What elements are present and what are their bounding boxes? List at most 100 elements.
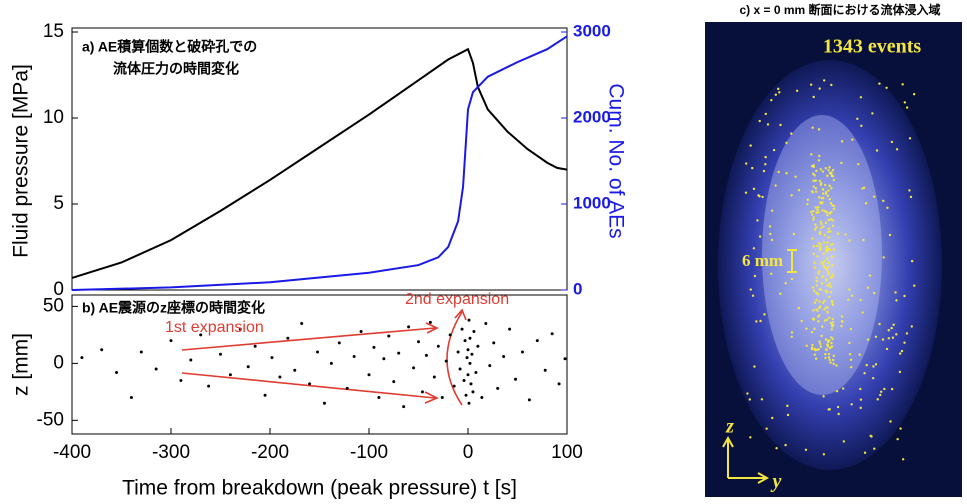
dot <box>871 112 873 114</box>
dot <box>837 413 839 415</box>
dot <box>773 149 775 151</box>
dot <box>832 175 834 177</box>
dot <box>815 277 817 279</box>
dot <box>833 179 835 181</box>
dot <box>826 311 828 313</box>
dot <box>818 300 820 302</box>
event-point <box>488 364 491 367</box>
dot <box>913 284 915 286</box>
dot <box>820 168 822 170</box>
dot <box>828 219 830 221</box>
dot <box>813 328 815 330</box>
dot <box>822 226 824 228</box>
dot <box>864 452 866 454</box>
event-point <box>286 337 289 340</box>
dot <box>880 391 882 393</box>
event-point <box>433 376 436 379</box>
dot <box>815 170 817 172</box>
dot <box>831 318 833 320</box>
dot <box>826 211 828 213</box>
dot <box>771 209 773 211</box>
image-title: c) x = 0 mm 断面における流体浸入域 <box>739 2 940 17</box>
dot <box>886 207 888 209</box>
event-point <box>278 376 281 379</box>
dot <box>823 300 825 302</box>
dot <box>815 299 817 301</box>
dot <box>891 141 893 143</box>
dot <box>831 255 833 257</box>
event-point <box>474 371 477 374</box>
dot <box>895 333 897 335</box>
dot <box>860 398 862 400</box>
event-point <box>316 350 319 353</box>
event-point <box>402 405 405 408</box>
dot <box>827 270 829 272</box>
dot <box>819 343 821 345</box>
dot <box>822 395 824 397</box>
dot <box>770 273 772 275</box>
dot <box>823 252 825 254</box>
y2-tick-label: 0 <box>573 279 582 298</box>
dot <box>831 338 833 340</box>
event-point <box>467 319 470 322</box>
dot <box>769 225 771 227</box>
dot <box>779 293 781 295</box>
dot <box>831 300 833 302</box>
dot <box>840 162 842 164</box>
dot <box>811 331 813 333</box>
dot <box>822 170 824 172</box>
dot <box>813 262 815 264</box>
x-tick-label: 0 <box>463 442 474 463</box>
dot <box>761 196 763 198</box>
dot <box>867 338 869 340</box>
event-point <box>496 387 499 390</box>
event-point <box>179 379 182 382</box>
dot <box>824 234 826 236</box>
dot <box>824 290 826 292</box>
dot <box>825 348 827 350</box>
dot <box>811 346 813 348</box>
dot <box>806 203 808 205</box>
dot <box>873 292 875 294</box>
dot <box>755 320 757 322</box>
dot <box>823 265 825 267</box>
dot <box>830 276 832 278</box>
y-tick-label: 10 <box>43 107 64 128</box>
event-point <box>115 371 118 374</box>
dot <box>805 327 807 329</box>
dot <box>850 359 852 361</box>
event-point <box>467 402 470 405</box>
dot <box>828 356 830 358</box>
dot <box>859 388 861 390</box>
dot <box>817 316 819 318</box>
dot <box>840 325 842 327</box>
x-tick-label: -100 <box>350 442 388 463</box>
dot <box>847 298 849 300</box>
series-line <box>72 49 567 278</box>
dot <box>823 241 825 243</box>
dot <box>873 448 875 450</box>
dot <box>794 176 796 178</box>
dot <box>785 172 787 174</box>
dot <box>877 398 879 400</box>
dot <box>818 348 820 350</box>
dot <box>827 189 829 191</box>
event-point <box>470 353 473 356</box>
dot <box>899 352 901 354</box>
dot <box>824 319 826 321</box>
dot <box>862 239 864 241</box>
dot <box>848 342 850 344</box>
dot <box>777 171 779 173</box>
x-tick-label: 100 <box>551 442 583 463</box>
dot <box>818 307 820 309</box>
event-count: 1343 events <box>823 36 922 58</box>
event-point <box>437 345 440 348</box>
dot <box>860 407 862 409</box>
event-point <box>480 396 483 399</box>
dot <box>896 148 898 150</box>
dot <box>814 266 816 268</box>
dot <box>827 272 829 274</box>
dot <box>793 233 795 235</box>
dot <box>860 125 862 127</box>
panel-title: 流体圧力の時間変化 <box>113 61 239 77</box>
